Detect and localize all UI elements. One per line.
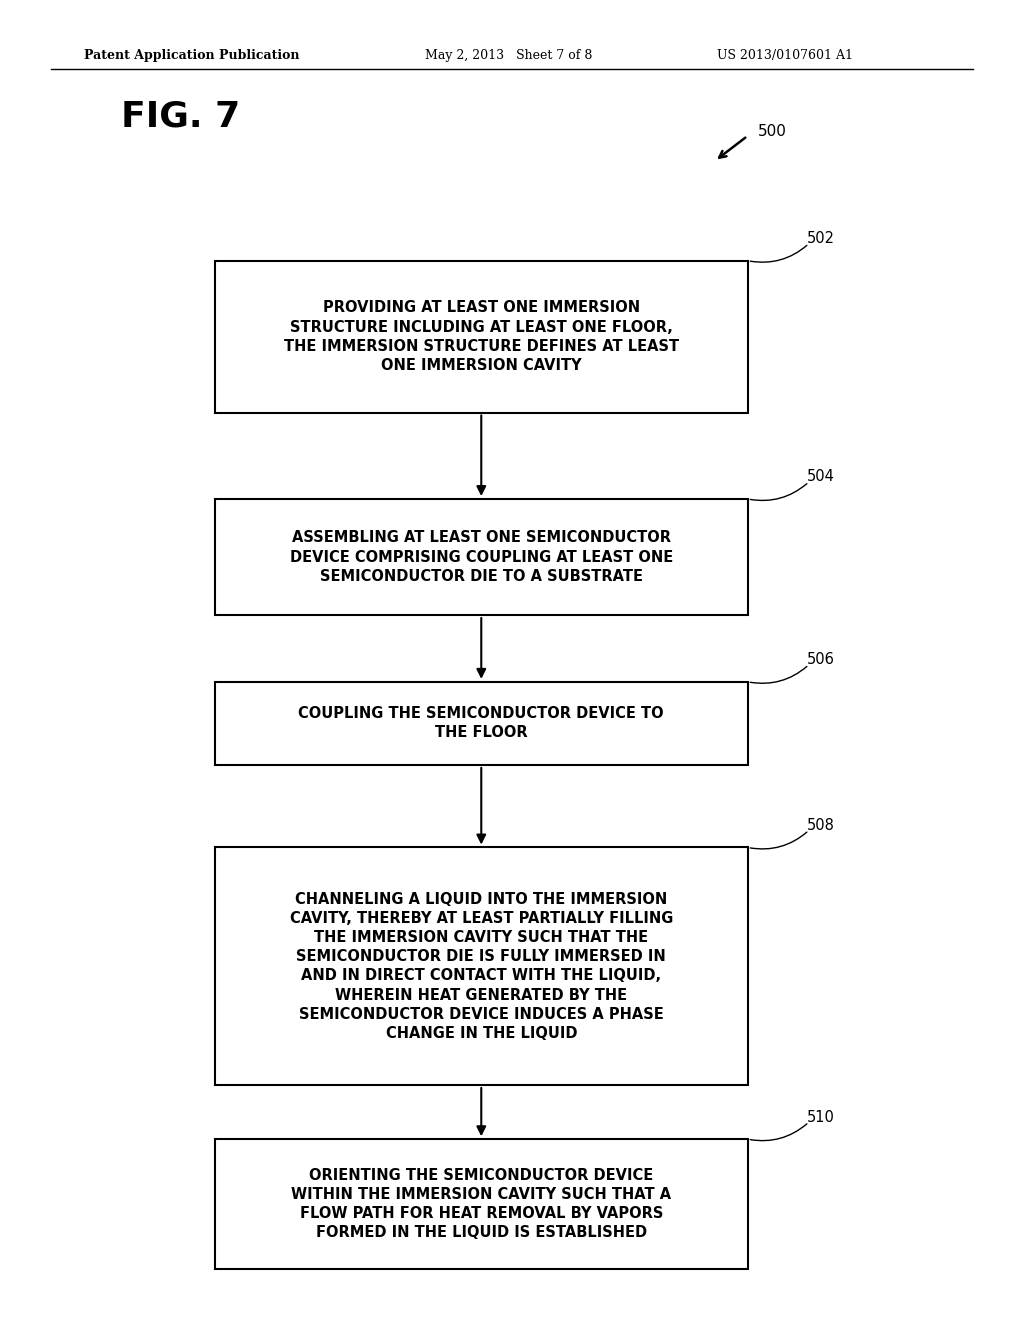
- Text: CHANNELING A LIQUID INTO THE IMMERSION
CAVITY, THEREBY AT LEAST PARTIALLY FILLIN: CHANNELING A LIQUID INTO THE IMMERSION C…: [290, 891, 673, 1041]
- Text: May 2, 2013   Sheet 7 of 8: May 2, 2013 Sheet 7 of 8: [425, 49, 592, 62]
- Text: 500: 500: [758, 124, 786, 140]
- FancyBboxPatch shape: [215, 261, 748, 412]
- Text: 506: 506: [807, 652, 835, 667]
- FancyBboxPatch shape: [215, 847, 748, 1085]
- FancyBboxPatch shape: [215, 681, 748, 766]
- Text: 508: 508: [807, 818, 835, 833]
- Text: 510: 510: [807, 1110, 835, 1125]
- Text: COUPLING THE SEMICONDUCTOR DEVICE TO
THE FLOOR: COUPLING THE SEMICONDUCTOR DEVICE TO THE…: [298, 706, 665, 741]
- Text: 504: 504: [807, 470, 835, 484]
- Text: ASSEMBLING AT LEAST ONE SEMICONDUCTOR
DEVICE COMPRISING COUPLING AT LEAST ONE
SE: ASSEMBLING AT LEAST ONE SEMICONDUCTOR DE…: [290, 531, 673, 583]
- FancyBboxPatch shape: [215, 499, 748, 615]
- Text: 502: 502: [807, 231, 835, 246]
- FancyBboxPatch shape: [215, 1139, 748, 1269]
- Text: ORIENTING THE SEMICONDUCTOR DEVICE
WITHIN THE IMMERSION CAVITY SUCH THAT A
FLOW : ORIENTING THE SEMICONDUCTOR DEVICE WITHI…: [291, 1167, 672, 1241]
- Text: Patent Application Publication: Patent Application Publication: [84, 49, 299, 62]
- Text: FIG. 7: FIG. 7: [121, 99, 240, 133]
- Text: PROVIDING AT LEAST ONE IMMERSION
STRUCTURE INCLUDING AT LEAST ONE FLOOR,
THE IMM: PROVIDING AT LEAST ONE IMMERSION STRUCTU…: [284, 301, 679, 372]
- Text: US 2013/0107601 A1: US 2013/0107601 A1: [717, 49, 853, 62]
